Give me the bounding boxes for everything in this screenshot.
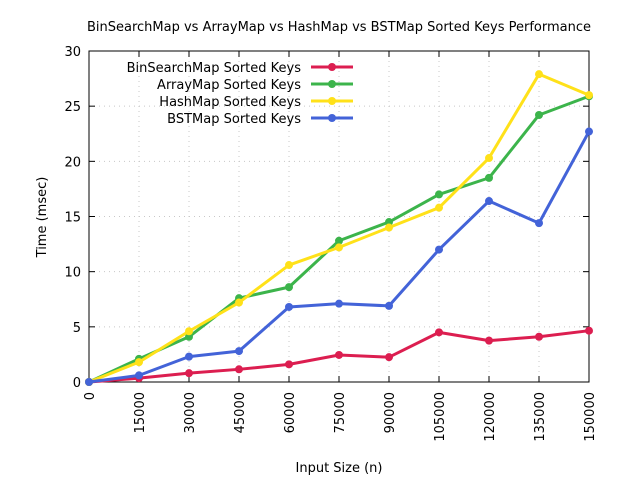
x-tick-label: 120000 <box>483 392 498 442</box>
data-point <box>335 350 343 359</box>
data-point <box>485 336 493 345</box>
y-tick-label: 5 <box>73 321 81 336</box>
x-tick-label: 135000 <box>533 392 548 442</box>
data-point <box>135 358 143 367</box>
legend-swatch-point <box>328 80 336 88</box>
data-point <box>285 261 293 270</box>
legend-label: HashMap Sorted Keys <box>159 95 301 110</box>
series-line <box>87 72 591 384</box>
data-point <box>385 223 393 232</box>
legend-swatch-point <box>328 63 336 71</box>
data-point <box>435 245 443 254</box>
data-point <box>235 298 243 307</box>
x-tick-label: 15000 <box>133 392 148 433</box>
data-point <box>435 203 443 212</box>
legend-swatch-point <box>328 97 336 105</box>
legend-label: BSTMap Sorted Keys <box>167 112 301 127</box>
y-tick-label: 25 <box>64 100 81 115</box>
x-tick-label: 30000 <box>183 392 198 433</box>
series-3 <box>85 127 593 386</box>
data-point <box>485 173 493 182</box>
data-point <box>185 332 193 341</box>
data-point <box>385 353 393 362</box>
data-point <box>485 154 493 163</box>
data-point <box>335 299 343 308</box>
data-point <box>535 332 543 341</box>
data-point <box>485 197 493 206</box>
data-point <box>585 326 593 335</box>
legend-swatch-point <box>328 114 336 122</box>
legend-item: BSTMap Sorted Keys <box>167 112 353 127</box>
data-point <box>185 369 193 378</box>
data-point <box>535 70 543 79</box>
data-point <box>435 190 443 199</box>
legend-item: ArrayMap Sorted Keys <box>157 78 353 93</box>
series-2 <box>85 70 593 386</box>
legend: BinSearchMap Sorted Keys ArrayMap Sorted … <box>127 61 353 127</box>
data-point <box>585 91 593 100</box>
chart-title: BinSearchMap vs ArrayMap vs HashMap vs B… <box>87 20 591 35</box>
y-axis-label: Time (msec) <box>35 177 50 259</box>
legend-item: HashMap Sorted Keys <box>159 95 353 110</box>
grid-lines <box>89 51 589 382</box>
axis-ticks: 0 5 10 15 20 25 30 0 15000 30000 45000 60000 75000 90… <box>64 45 598 442</box>
x-tick-label: 75000 <box>333 392 348 433</box>
x-tick-label: 105000 <box>433 392 448 442</box>
data-point <box>235 365 243 374</box>
data-point <box>335 243 343 252</box>
legend-item: BinSearchMap Sorted Keys <box>127 61 353 76</box>
y-tick-label: 20 <box>64 155 81 170</box>
legend-label: BinSearchMap Sorted Keys <box>127 61 302 76</box>
data-point <box>235 347 243 356</box>
x-tick-label: 45000 <box>233 392 248 433</box>
data-point <box>385 218 393 227</box>
data-point <box>285 283 293 292</box>
data-point <box>435 328 443 337</box>
x-tick-label: 150000 <box>583 392 598 442</box>
y-tick-label: 0 <box>73 376 81 391</box>
data-point <box>535 219 543 228</box>
x-tick-label: 0 <box>83 392 98 400</box>
data-point <box>135 371 143 380</box>
y-tick-label: 15 <box>64 211 81 226</box>
data-point <box>285 360 293 369</box>
y-tick-label: 10 <box>64 266 81 281</box>
data-point <box>385 301 393 310</box>
x-tick-label: 60000 <box>283 392 298 433</box>
data-point <box>335 236 343 245</box>
data-point <box>585 127 593 136</box>
x-tick-label: 90000 <box>383 392 398 433</box>
data-point <box>285 302 293 311</box>
series-layer <box>85 70 593 386</box>
x-axis-label: Input Size (n) <box>296 461 383 476</box>
data-point <box>185 327 193 336</box>
data-point <box>185 352 193 361</box>
legend-label: ArrayMap Sorted Keys <box>157 78 301 93</box>
data-point <box>535 110 543 119</box>
data-point <box>85 378 93 386</box>
y-tick-label: 30 <box>64 45 81 60</box>
